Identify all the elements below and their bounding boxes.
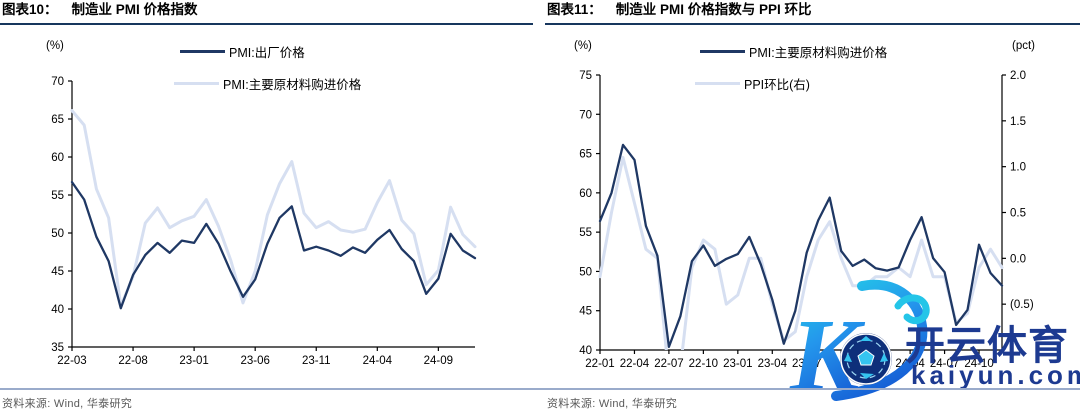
svg-text:2.0: 2.0 [1010,70,1026,82]
svg-text:65: 65 [579,149,592,161]
legend-label: PMI:出厂价格 [229,46,305,60]
figure-10-legend-item-raw-material: PMI:主要原材料购进价格 [174,74,361,93]
svg-text:K: K [789,298,866,413]
figure-11-right-axis-unit: (pct) [1012,40,1035,52]
figure-10-legend-item-factory-price: PMI:出厂价格 [180,42,305,61]
svg-text:22-03: 22-03 [57,355,86,367]
figure-11-name: 制造业 PMI 价格指数与 PPI 环比 [615,2,812,17]
svg-text:55: 55 [51,190,64,202]
svg-text:1.5: 1.5 [1010,116,1026,128]
legend-line-swatch [695,82,740,85]
legend-line-swatch [180,50,225,53]
svg-text:60: 60 [579,188,592,200]
figure-10-title: 图表10： 制造业 PMI 价格指数 [0,0,533,25]
svg-text:23-07: 23-07 [792,358,821,370]
svg-text:23-10: 23-10 [826,358,855,370]
svg-text:23-11: 23-11 [302,355,331,367]
figure-10-name: 制造业 PMI 价格指数 [71,2,198,17]
svg-text:22-04: 22-04 [620,358,650,370]
figure-11-left-axis-unit: (%) [574,40,592,52]
svg-text:35: 35 [51,342,64,354]
svg-text:(0.5): (0.5) [1010,299,1034,311]
svg-text:23-01: 23-01 [179,355,208,367]
soccer-ball-icon [840,333,892,385]
svg-text:45: 45 [579,306,592,318]
legend-line-swatch [700,50,745,53]
svg-text:24-01: 24-01 [861,358,890,370]
svg-text:22-08: 22-08 [118,355,147,367]
svg-text:60: 60 [51,152,64,164]
figure-11-source-note: 资料来源: Wind, 华泰研究 [547,398,678,410]
svg-text:70: 70 [51,76,64,88]
legend-line-swatch [174,82,219,85]
figure-11-legend-item-raw-material: PMI:主要原材料购进价格 [700,42,887,61]
svg-text:55: 55 [579,227,592,239]
svg-text:23-06: 23-06 [240,355,269,367]
svg-text:45: 45 [51,266,64,278]
figure-10-y-axis-unit: (%) [46,40,64,52]
svg-text:1.0: 1.0 [1010,162,1026,174]
svg-text:50: 50 [51,228,64,240]
svg-text:24-09: 24-09 [424,355,453,367]
svg-text:50: 50 [579,266,592,278]
svg-text:0.5: 0.5 [1010,208,1026,220]
svg-text:75: 75 [579,70,592,82]
svg-text:70: 70 [579,109,592,121]
figure-11-title: 图表11： 制造业 PMI 价格指数与 PPI 环比 [545,0,1080,25]
svg-text:24-04: 24-04 [363,355,393,367]
svg-text:22-01: 22-01 [585,358,614,370]
legend-label: PMI:主要原材料购进价格 [223,78,362,92]
legend-label: PMI:主要原材料购进价格 [749,46,888,60]
watermark-brand-text: 开云体育 [905,324,1069,368]
figure-10-label: 图表10： [2,2,58,17]
svg-text:40: 40 [579,345,592,357]
legend-label: PPI环比(右) [744,78,810,92]
figure-11-label: 图表11： [547,2,602,17]
svg-text:65: 65 [51,114,64,126]
watermark-domain-text: kaiyun.com [911,360,1080,390]
figure-10-source-note: 资料来源: Wind, 华泰研究 [2,398,133,410]
svg-text:0.0: 0.0 [1010,253,1026,265]
svg-text:22-07: 22-07 [654,358,683,370]
svg-text:22-10: 22-10 [689,358,718,370]
footer-divider [0,388,1080,390]
svg-text:40: 40 [51,304,64,316]
svg-text:23-04: 23-04 [758,358,788,370]
figure-11-legend-item-ppi: PPI环比(右) [695,74,810,93]
svg-text:23-01: 23-01 [723,358,752,370]
